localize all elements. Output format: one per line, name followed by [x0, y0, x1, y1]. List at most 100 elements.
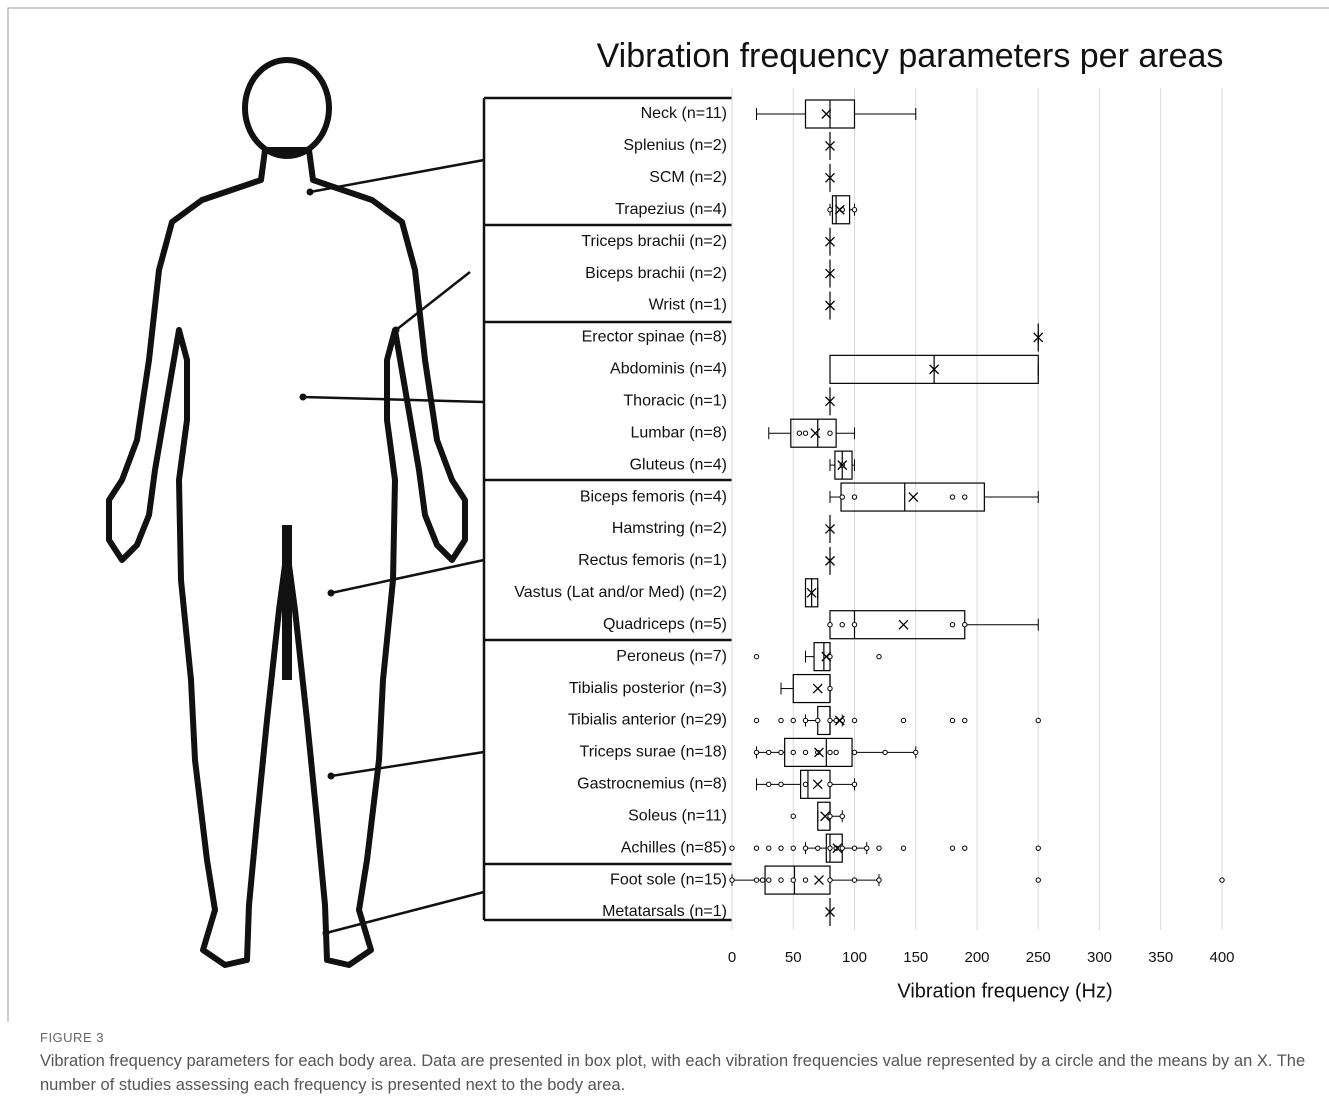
- category-label: SCM (n=2): [649, 169, 727, 186]
- value-point: [779, 878, 783, 882]
- category-label: Biceps brachii (n=2): [585, 265, 727, 282]
- body-point: [300, 394, 307, 401]
- value-point: [865, 846, 869, 850]
- category-label: Rectus femoris (n=1): [578, 552, 727, 569]
- x-tick-label: 400: [1209, 949, 1234, 966]
- body-point: [307, 189, 314, 196]
- category-label: Gastrocnemius (n=8): [577, 776, 727, 793]
- leader-line: [326, 892, 484, 933]
- mean-marker: [813, 780, 822, 789]
- value-point: [828, 814, 832, 818]
- value-point: [791, 718, 795, 722]
- category-label: Quadriceps (n=5): [603, 616, 727, 633]
- value-point: [840, 495, 844, 499]
- body-point: [323, 930, 330, 937]
- value-point: [963, 718, 967, 722]
- value-point: [730, 878, 734, 882]
- category-label: Triceps brachii (n=2): [581, 233, 727, 250]
- value-point: [803, 878, 807, 882]
- box: [793, 675, 830, 703]
- value-point: [791, 750, 795, 754]
- figure-caption: Vibration frequency parameters for each …: [40, 1049, 1310, 1097]
- value-point: [803, 431, 807, 435]
- chart: Vibration frequency parameters per areas…: [0, 0, 1329, 1025]
- category-label: Erector spinae (n=8): [582, 329, 727, 346]
- value-point: [779, 782, 783, 786]
- box: [765, 866, 830, 894]
- value-point: [1036, 718, 1040, 722]
- value-point: [828, 878, 832, 882]
- value-point: [840, 846, 844, 850]
- value-point: [877, 878, 881, 882]
- category-label: Thoracic (n=1): [623, 392, 727, 409]
- mean-marker: [909, 493, 918, 502]
- body-point: [328, 590, 335, 597]
- x-tick-label: 50: [785, 949, 802, 966]
- x-tick-label: 300: [1087, 949, 1112, 966]
- category-label: Wrist (n=1): [649, 297, 727, 314]
- value-point: [816, 846, 820, 850]
- category-label: Achilles (n=85): [621, 839, 727, 856]
- value-point: [914, 750, 918, 754]
- value-point: [803, 846, 807, 850]
- leader-line: [303, 397, 484, 402]
- value-point: [767, 846, 771, 850]
- value-point: [852, 878, 856, 882]
- x-tick-label: 250: [1026, 949, 1051, 966]
- value-point: [877, 654, 881, 658]
- figure-label: FIGURE 3: [40, 1030, 104, 1045]
- value-point: [803, 750, 807, 754]
- body-silhouette: [109, 60, 465, 965]
- value-point: [767, 750, 771, 754]
- value-point: [754, 750, 758, 754]
- value-point: [901, 718, 905, 722]
- category-label: Hamstring (n=2): [612, 520, 727, 537]
- leader-line: [331, 560, 484, 593]
- value-point: [950, 495, 954, 499]
- x-tick-label: 0: [728, 949, 736, 966]
- category-label: Metatarsals (n=1): [602, 903, 727, 920]
- value-point: [828, 750, 832, 754]
- value-point: [803, 782, 807, 786]
- value-point: [1220, 878, 1224, 882]
- value-point: [950, 623, 954, 627]
- box: [830, 611, 965, 639]
- value-point: [852, 718, 856, 722]
- value-point: [754, 718, 758, 722]
- value-point: [840, 814, 844, 818]
- value-point: [803, 718, 807, 722]
- value-point: [852, 208, 856, 212]
- category-label: Triceps surae (n=18): [580, 744, 727, 761]
- value-point: [828, 846, 832, 850]
- value-point: [791, 814, 795, 818]
- leader-line: [310, 160, 484, 192]
- body-point: [393, 327, 400, 334]
- category-label: Tibialis anterior (n=29): [568, 712, 727, 729]
- value-point: [834, 750, 838, 754]
- value-point: [828, 431, 832, 435]
- category-label: Vastus (Lat and/or Med) (n=2): [514, 584, 727, 601]
- category-label: Foot sole (n=15): [610, 871, 727, 888]
- category-label: Peroneus (n=7): [616, 648, 727, 665]
- value-point: [754, 846, 758, 850]
- category-label: Splenius (n=2): [623, 137, 727, 154]
- value-point: [779, 750, 783, 754]
- category-label: Abdominis (n=4): [610, 361, 727, 378]
- value-point: [852, 846, 856, 850]
- value-point: [963, 623, 967, 627]
- value-point: [730, 846, 734, 850]
- leader-line: [331, 752, 484, 776]
- category-label: Tibialis posterior (n=3): [569, 680, 727, 697]
- value-point: [767, 782, 771, 786]
- value-point: [791, 846, 795, 850]
- x-tick-label: 350: [1148, 949, 1173, 966]
- value-point: [828, 623, 832, 627]
- value-point: [840, 623, 844, 627]
- x-tick-label: 150: [903, 949, 928, 966]
- value-point: [963, 495, 967, 499]
- head: [245, 60, 329, 156]
- value-point: [828, 686, 832, 690]
- category-label: Lumbar (n=8): [631, 424, 728, 441]
- category-label: Biceps femoris (n=4): [580, 488, 727, 505]
- x-tick-label: 200: [964, 949, 989, 966]
